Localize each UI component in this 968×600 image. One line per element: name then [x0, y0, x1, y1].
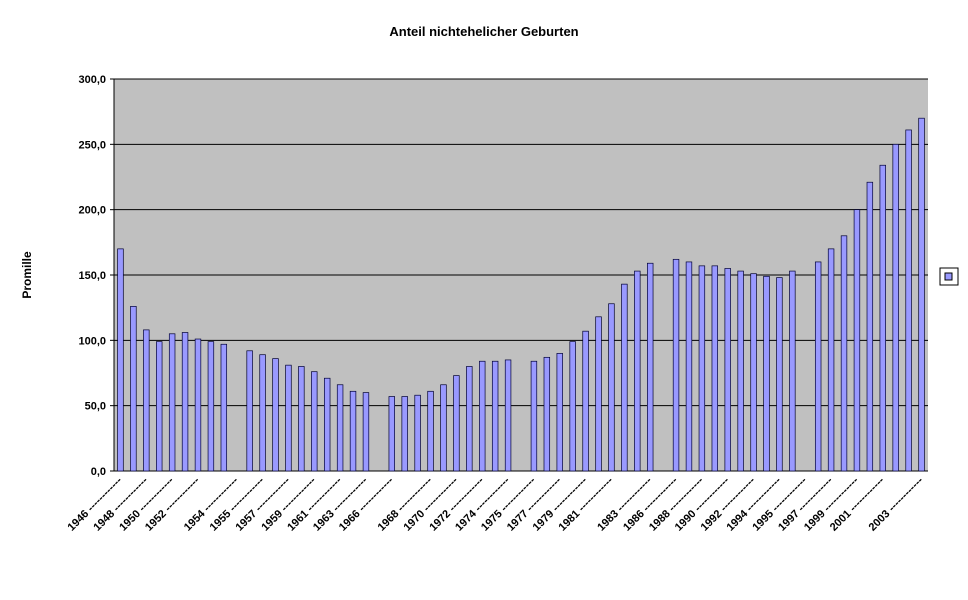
bar — [453, 375, 460, 472]
bar — [362, 392, 370, 472]
bar — [156, 341, 163, 472]
bar — [401, 396, 408, 472]
bar — [323, 377, 331, 472]
bar — [892, 143, 899, 472]
bar — [311, 371, 318, 472]
bar — [181, 332, 189, 472]
bar — [685, 261, 693, 472]
bar — [647, 262, 654, 472]
bar — [582, 330, 589, 472]
bar — [272, 358, 279, 472]
bar — [724, 268, 731, 472]
bar — [918, 117, 925, 472]
bar — [259, 354, 266, 472]
bar — [143, 329, 150, 472]
bar — [621, 283, 628, 472]
bar — [608, 303, 615, 472]
bar — [427, 390, 434, 472]
bar — [776, 277, 783, 472]
bar — [711, 265, 719, 472]
bar — [763, 275, 770, 472]
bar — [130, 306, 137, 472]
bar — [349, 390, 357, 472]
y-axis-label: Promille — [20, 251, 34, 299]
bar — [414, 394, 421, 472]
bar — [853, 209, 861, 472]
bar — [634, 270, 641, 472]
bar — [737, 270, 744, 472]
y-tick-label: 150,0 — [78, 270, 106, 282]
bar — [814, 261, 822, 472]
y-tick-label: 300,0 — [78, 74, 106, 86]
bar — [440, 384, 447, 472]
bar — [750, 273, 757, 472]
bar — [479, 360, 486, 472]
bar — [504, 359, 512, 472]
bar — [879, 164, 886, 472]
chart-title: Anteil nichtehelicher Geburten — [389, 24, 578, 39]
y-tick-label: 100,0 — [78, 335, 106, 347]
bar — [285, 364, 292, 472]
bar — [491, 360, 499, 472]
bar — [905, 129, 912, 472]
bar — [117, 248, 124, 472]
bar — [336, 384, 344, 472]
legend-swatch — [944, 272, 953, 281]
bar — [840, 235, 848, 472]
bar — [388, 396, 395, 472]
bar — [246, 350, 253, 472]
y-tick-label: 0,0 — [91, 466, 106, 478]
bar — [466, 366, 473, 472]
bar — [698, 265, 706, 472]
bar — [207, 341, 215, 472]
bar — [168, 333, 176, 472]
bar — [569, 341, 576, 472]
bar — [220, 343, 228, 472]
y-tick-label: 250,0 — [78, 139, 106, 151]
bar — [827, 248, 835, 472]
bar — [866, 181, 874, 472]
bar — [789, 270, 796, 472]
bar — [595, 316, 602, 472]
bar — [298, 366, 305, 472]
bar — [194, 338, 202, 472]
bar — [556, 353, 563, 472]
bar — [543, 356, 551, 472]
y-tick-label: 50,0 — [85, 401, 106, 413]
y-tick-label: 200,0 — [78, 205, 106, 217]
bar — [530, 360, 538, 472]
bar — [672, 258, 680, 472]
